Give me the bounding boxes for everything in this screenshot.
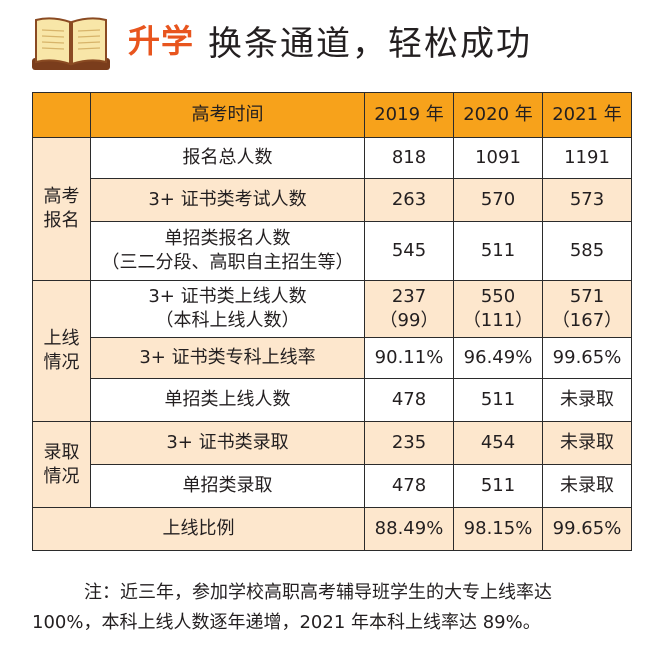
cell-value: 478: [364, 464, 454, 508]
cell-value: 511: [453, 221, 543, 281]
cell-value: 263: [364, 178, 454, 222]
cell-value: 545: [364, 221, 454, 281]
cell-value: 99.65%: [542, 507, 632, 551]
cell-value: 90.11%: [364, 337, 454, 379]
table-row: 上线 情况 3+ 证书类上线人数 （本科上线人数） 237 （99） 550 （…: [32, 280, 632, 422]
cell-value: 454: [453, 421, 543, 465]
header-blank-cell: [32, 92, 91, 138]
footnote: 注：近三年，参加学校高职高考辅导班学生的大专上线率达 100%，本科上线人数逐年…: [32, 578, 642, 638]
table-row: 3+ 证书类考试人数 263 570 573: [33, 178, 632, 222]
table-row: 3+ 证书类专科上线率 90.11% 96.49% 99.65%: [33, 337, 632, 379]
group-label-admission-status: 录取 情况: [32, 421, 91, 508]
cell-value: 511: [453, 464, 543, 508]
footnote-line: 100%，本科上线人数逐年递增，2021 年本科上线率达 89%。: [32, 612, 541, 633]
admission-table: 高考时间 2019 年 2020 年 2021 年 高考 报名 报名总人数 81…: [32, 92, 632, 551]
header-year: 2021 年: [542, 92, 632, 138]
open-book-icon: [32, 17, 110, 70]
row-label: 3+ 证书类考试人数: [90, 178, 365, 222]
header-year: 2019 年: [364, 92, 454, 138]
cell-value: 88.49%: [364, 507, 454, 551]
cell-value: 571 （167）: [542, 280, 632, 338]
group-label-pass-status: 上线 情况: [32, 280, 91, 422]
table-row: 单招类报名人数 （三二分段、高职自主招生等） 545 511 585: [33, 221, 632, 281]
header-year: 2020 年: [453, 92, 543, 138]
page-title: 换条通道，轻松成功: [208, 24, 532, 64]
row-label: 单招类上线人数: [90, 378, 365, 422]
cell-value: 237 （99）: [364, 280, 454, 338]
row-label: 3+ 证书类专科上线率: [90, 337, 365, 379]
group-label-exam-registration: 高考 报名: [32, 137, 91, 281]
cell-value: 511: [453, 378, 543, 422]
cell-value: 570: [453, 178, 543, 222]
table-header-row: 高考时间 2019 年 2020 年 2021 年: [32, 92, 632, 138]
title-accent: 升学: [128, 22, 195, 60]
cell-value: 478: [364, 378, 454, 422]
header-label: 高考时间: [90, 92, 365, 138]
row-label: 报名总人数: [90, 137, 365, 179]
row-label: 3+ 证书类上线人数 （本科上线人数）: [90, 280, 365, 338]
cell-value: 98.15%: [453, 507, 543, 551]
cell-value: 235: [364, 421, 454, 465]
cell-value: 818: [364, 137, 454, 179]
footnote-line: 注：近三年，参加学校高职高考辅导班学生的大专上线率达: [84, 582, 552, 603]
table-row: 单招类录取 478 511 未录取: [33, 464, 632, 508]
table-footer-row: 上线比例 88.49% 98.15% 99.65%: [32, 507, 632, 551]
table-row: 高考 报名 报名总人数 818 1091 1191: [32, 137, 632, 281]
table-row: 单招类上线人数 478 511 未录取: [33, 378, 632, 422]
cell-value: 未录取: [542, 378, 632, 422]
cell-value: 1191: [542, 137, 632, 179]
footer-label: 上线比例: [32, 507, 365, 551]
row-label: 单招类报名人数 （三二分段、高职自主招生等）: [90, 221, 365, 281]
cell-value: 550 （111）: [453, 280, 543, 338]
cell-value: 585: [542, 221, 632, 281]
cell-value: 573: [542, 178, 632, 222]
cell-value: 1091: [453, 137, 543, 179]
row-label: 3+ 证书类录取: [90, 421, 365, 465]
cell-value: 99.65%: [542, 337, 632, 379]
page-header: 升学 换条通道，轻松成功: [30, 12, 650, 74]
cell-value: 未录取: [542, 464, 632, 508]
cell-value: 未录取: [542, 421, 632, 465]
cell-value: 96.49%: [453, 337, 543, 379]
table-row: 录取 情况 3+ 证书类录取 235 454 未录取: [32, 421, 632, 508]
row-label: 单招类录取: [90, 464, 365, 508]
